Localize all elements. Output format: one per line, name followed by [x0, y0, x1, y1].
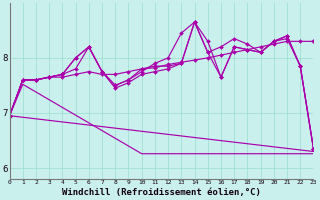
X-axis label: Windchill (Refroidissement éolien,°C): Windchill (Refroidissement éolien,°C) [62, 188, 261, 197]
